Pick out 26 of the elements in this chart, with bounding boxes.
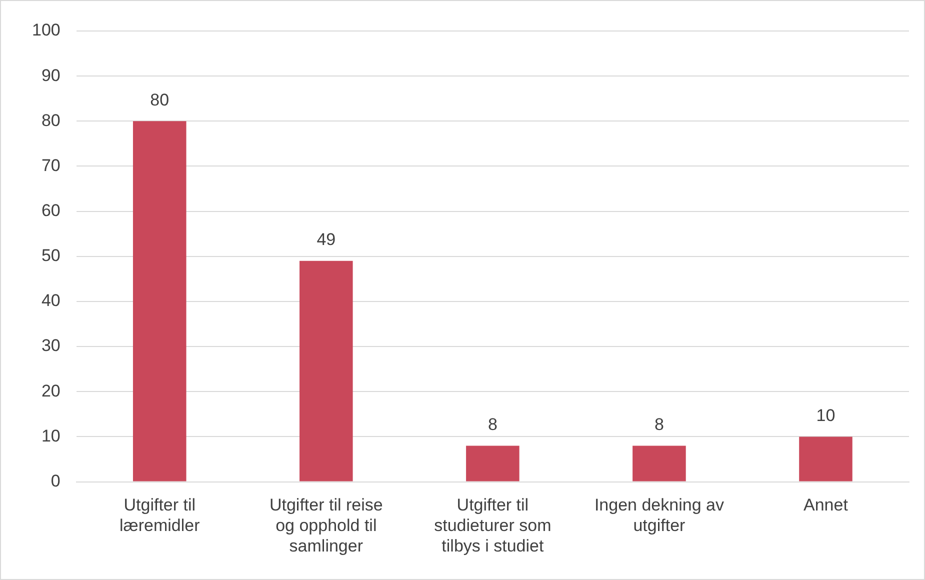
data-label: 8 <box>654 414 664 434</box>
y-tick-label: 0 <box>50 471 60 490</box>
y-tick-label: 90 <box>41 66 60 85</box>
y-tick-label: 60 <box>41 201 60 220</box>
bar <box>799 436 852 482</box>
bar <box>300 260 353 482</box>
y-tick-label: 100 <box>32 20 60 40</box>
data-label: 49 <box>316 230 336 250</box>
x-tick-label: Utgifter til læremidler <box>119 496 200 536</box>
y-tick-label: 10 <box>41 426 60 446</box>
y-tick-label: 50 <box>41 246 60 266</box>
bar <box>132 121 186 482</box>
x-tick-label: Ingen dekning av utgifter <box>594 496 724 536</box>
data-label: 80 <box>150 90 170 110</box>
y-tick-label: 20 <box>41 381 60 400</box>
data-label: 8 <box>488 414 498 434</box>
data-label: 10 <box>816 406 836 425</box>
y-tick-label: 40 <box>41 291 60 310</box>
bar <box>632 446 686 482</box>
x-tick-label: Annet <box>804 496 848 515</box>
x-tick-label: Utgifter til reise og opphold til samlinger <box>269 496 383 556</box>
y-tick-label: 30 <box>41 336 60 356</box>
bar <box>466 446 520 482</box>
x-tick-label: Utgifter til studieturer som tilbys i studiet <box>434 496 552 556</box>
y-tick-label: 70 <box>41 156 60 175</box>
y-tick-label: 80 <box>41 110 60 130</box>
